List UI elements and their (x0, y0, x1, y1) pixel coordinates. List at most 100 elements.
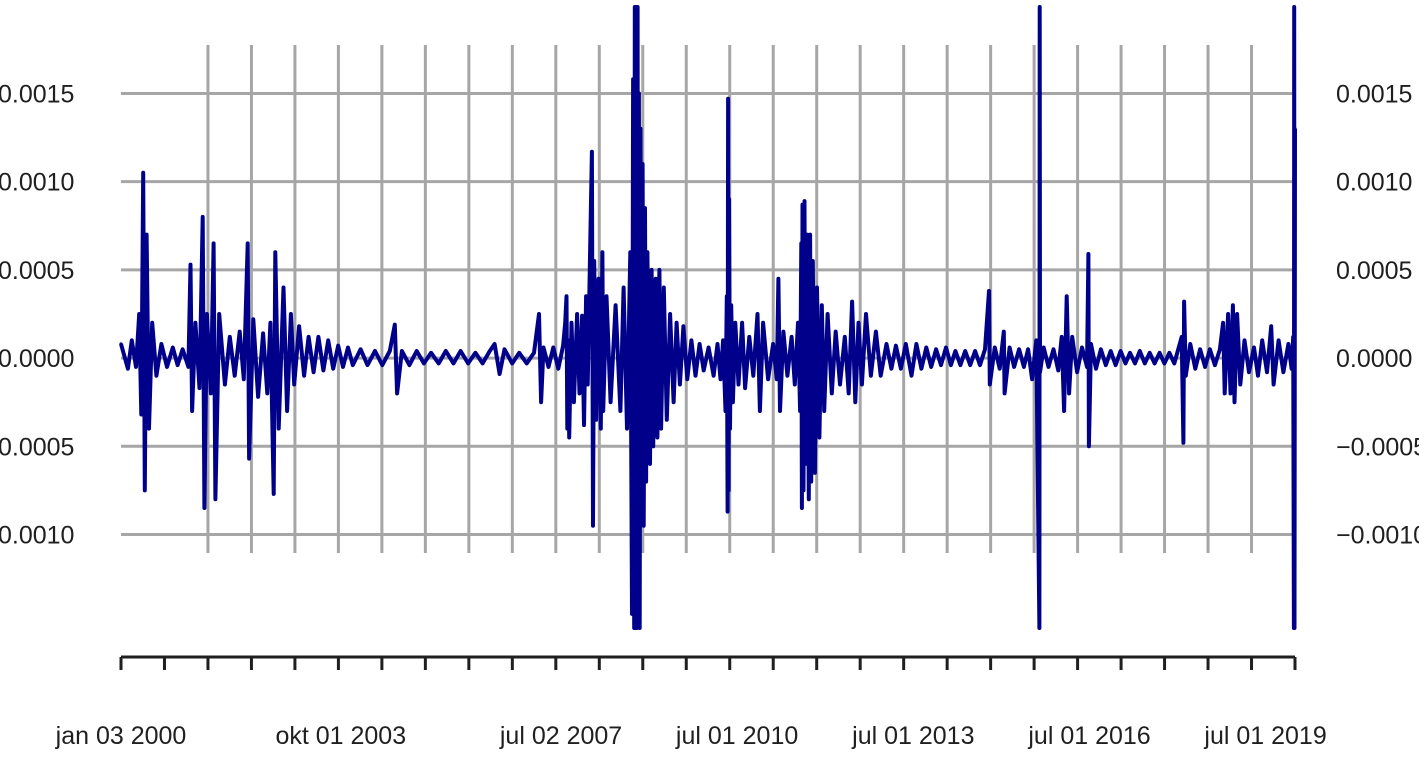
data-point (564, 294, 569, 298)
data-point (643, 206, 647, 210)
data-point (625, 427, 629, 431)
data-point (154, 374, 158, 378)
data-point (532, 351, 536, 355)
data-point (331, 367, 335, 371)
x-axis: jan 03 2000 okt 01 2003 jul 02 2007 jul 01 … (55, 655, 1327, 750)
data-point (803, 462, 808, 466)
data-point (186, 365, 190, 369)
data-point (628, 250, 632, 254)
data-point (312, 370, 316, 374)
data-point (638, 127, 643, 131)
data-point (422, 361, 426, 365)
data-point (591, 524, 595, 528)
data-point (1002, 330, 1006, 334)
data-point (693, 374, 698, 378)
data-point (799, 241, 803, 246)
data-point (143, 488, 147, 492)
data-point (130, 338, 134, 343)
data-point (388, 349, 392, 353)
data-point (223, 382, 227, 387)
data-point (1075, 370, 1079, 374)
data-point (596, 277, 601, 281)
data-point (242, 377, 246, 381)
data-point (874, 330, 878, 334)
data-point (919, 367, 923, 371)
data-point (1080, 345, 1084, 350)
data-point (1213, 363, 1217, 367)
data-point (268, 321, 272, 325)
data-point (953, 349, 958, 353)
data-point (147, 427, 151, 431)
data-point (634, 259, 639, 263)
data-point (978, 363, 982, 367)
data-point (247, 457, 251, 461)
data-point (864, 312, 868, 316)
data-point (604, 294, 609, 298)
data-point (993, 345, 997, 350)
data-point (600, 250, 604, 254)
data-point (1232, 400, 1237, 404)
y-tick-label-left: 0.0010 (0, 521, 74, 549)
data-point (654, 277, 658, 281)
data-point (292, 382, 296, 387)
data-point (988, 382, 992, 387)
x-tick-label: jul 01 2010 (675, 722, 798, 750)
data-point (608, 400, 613, 404)
data-point (159, 342, 163, 346)
data-point (1034, 338, 1038, 343)
data-point (808, 232, 812, 237)
data-point (1231, 303, 1235, 307)
data-point (510, 361, 514, 365)
data-point (968, 363, 972, 367)
data-point (944, 345, 948, 350)
data-point (800, 506, 804, 510)
data-point (289, 312, 293, 316)
data-point (651, 444, 655, 448)
data-point (1226, 312, 1230, 316)
data-point (775, 377, 779, 381)
data-point (796, 321, 800, 325)
data-point (202, 506, 207, 510)
data-point (621, 285, 626, 290)
data-point (277, 427, 281, 431)
data-point (973, 349, 977, 353)
data-point (1138, 349, 1142, 353)
data-point (963, 349, 967, 353)
data-point (1094, 367, 1098, 371)
data-point (815, 285, 819, 290)
data-point (551, 345, 555, 350)
data-point (201, 215, 205, 219)
data-point (1067, 391, 1071, 395)
data-point (1291, 335, 1295, 339)
data-point (800, 202, 805, 207)
data-point (850, 300, 854, 304)
data-point (1017, 347, 1021, 351)
data-point (631, 77, 635, 81)
data-point (444, 349, 448, 353)
data-point (702, 368, 706, 373)
data-point (727, 197, 731, 201)
data-point (563, 321, 567, 325)
data-point (473, 351, 477, 355)
data-point (285, 409, 289, 413)
data-point (707, 345, 711, 350)
data-point (983, 347, 987, 351)
x-tick-label: jan 03 2000 (55, 722, 187, 750)
data-point (238, 330, 242, 334)
data-point (437, 361, 441, 365)
data-point (1247, 370, 1251, 374)
data-point (726, 509, 730, 514)
data-point (272, 492, 276, 496)
data-point (860, 382, 864, 387)
data-point (809, 479, 813, 484)
data-point (630, 612, 634, 616)
data-point (685, 377, 689, 381)
data-point (1235, 312, 1239, 316)
data-point (1162, 361, 1167, 365)
data-point (805, 232, 809, 237)
data-point (726, 97, 730, 101)
data-point (395, 391, 399, 395)
series-layer (119, 5, 1297, 630)
data-point (466, 361, 470, 365)
